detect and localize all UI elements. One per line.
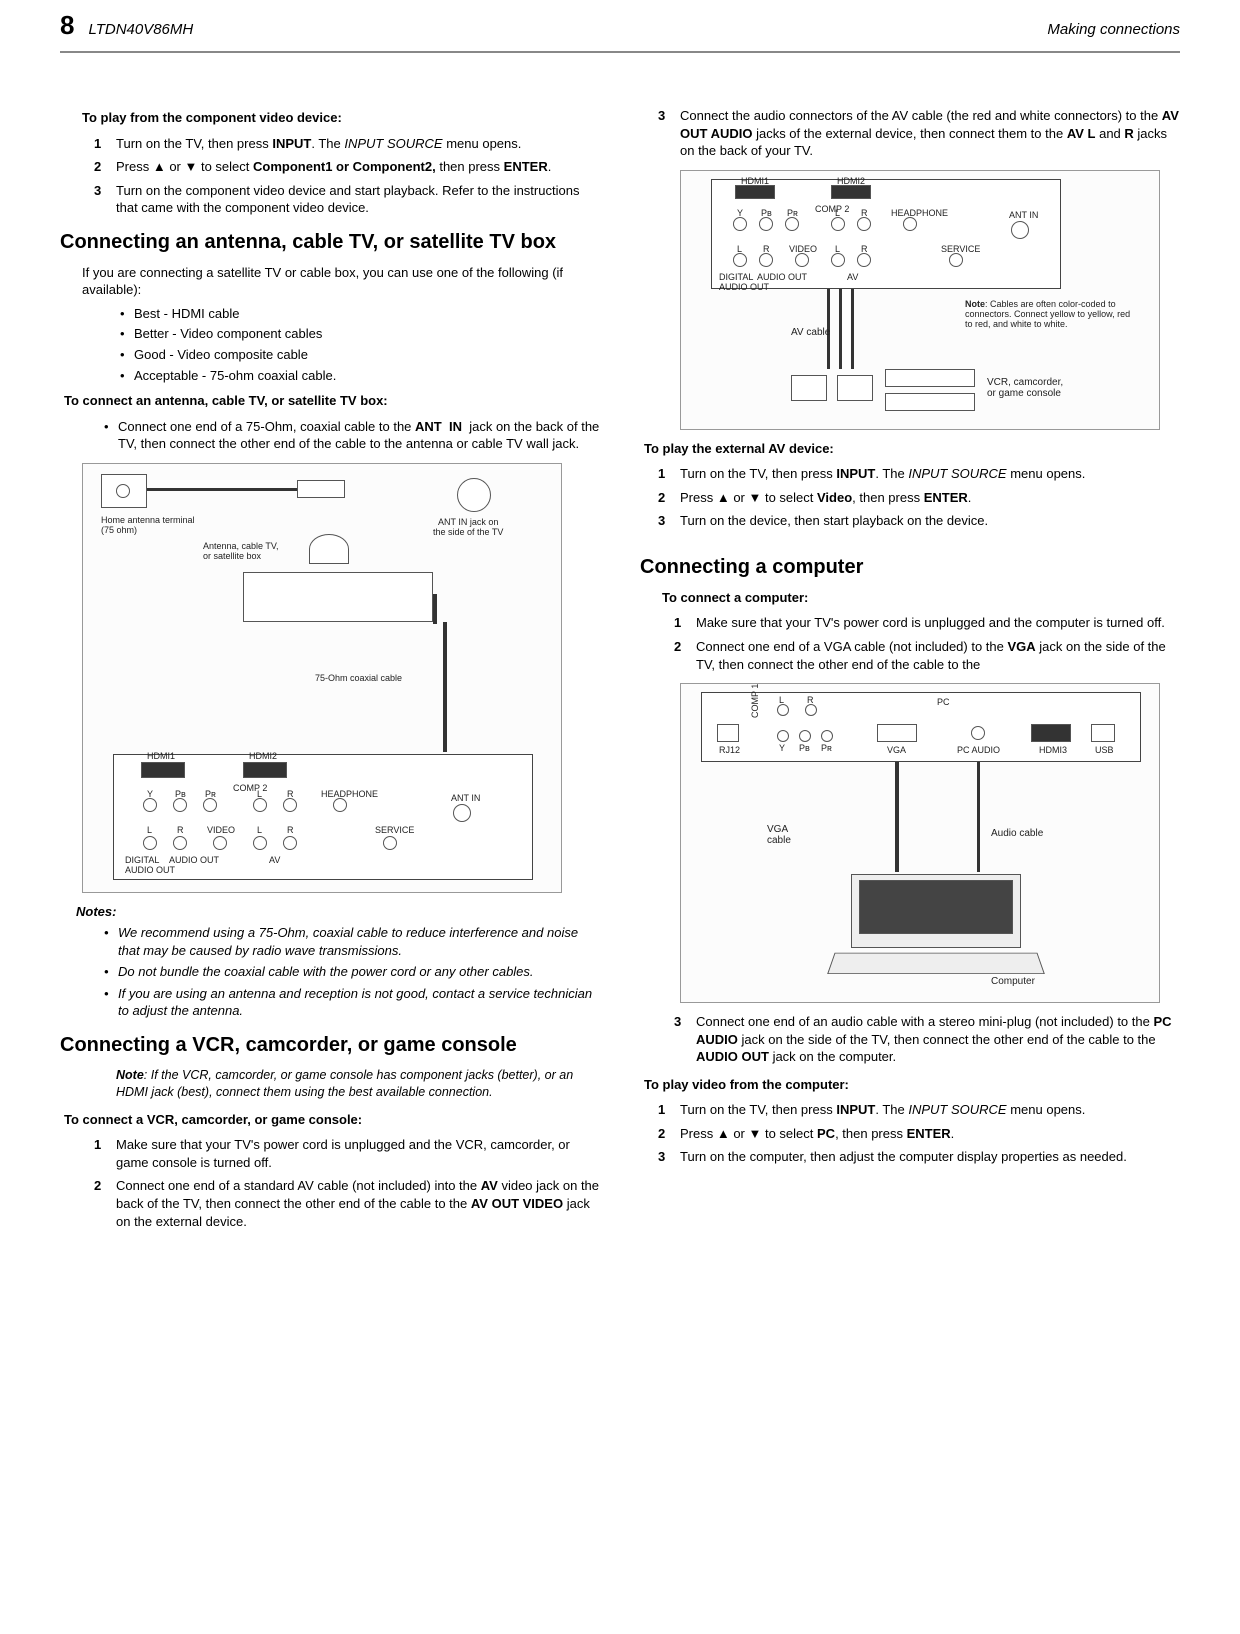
step-text: Make sure that your TV's power cord is u… [116, 1137, 570, 1170]
subheading-connect-antenna: To connect an antenna, cable TV, or sate… [64, 392, 600, 410]
header-rule [60, 51, 1180, 53]
step: 1Turn on the TV, then press INPUT. The I… [658, 465, 1180, 483]
step-text: Make sure that your TV's power cord is u… [696, 615, 1165, 630]
heading-vcr: Connecting a VCR, camcorder, or game con… [60, 1034, 600, 1057]
list-item: Good - Video composite cable [120, 346, 600, 364]
step-text: Turn on the computer, then adjust the co… [680, 1149, 1127, 1164]
page-number: 8 [60, 8, 74, 43]
chapter-title: Making connections [1047, 20, 1180, 40]
figure-pc-diagram: RJ12 COMP 1 L R Y Pʙ Pʀ PC VGA PC AUDIO … [680, 683, 1160, 1003]
step: 2Press ▲ or ▼ to select PC, then press E… [658, 1125, 1180, 1143]
step: 3Turn on the device, then start playback… [658, 512, 1180, 530]
subheading-connect-pc: To connect a computer: [662, 589, 1180, 607]
step: 1Make sure that your TV's power cord is … [674, 614, 1180, 632]
step-text: Turn on the TV, then press INPUT. The IN… [680, 1102, 1085, 1117]
note-item: We recommend using a 75-Ohm, coaxial cab… [104, 924, 600, 959]
figure-av-diagram: HDMI1 HDMI2 COMP 2 Y Pʙ Pʀ L R HEADPHONE… [680, 170, 1160, 430]
step: 3Turn on the computer, then adjust the c… [658, 1148, 1180, 1166]
vcr-note: Note: If the VCR, camcorder, or game con… [116, 1067, 600, 1101]
list-item: Acceptable - 75-ohm coaxial cable. [120, 367, 600, 385]
antenna-notes: We recommend using a 75-Ohm, coaxial cab… [104, 924, 600, 1020]
step: 1Make sure that your TV's power cord is … [94, 1136, 600, 1171]
note-item: Do not bundle the coaxial cable with the… [104, 963, 600, 981]
step-text: Turn on the TV, then press INPUT. The IN… [116, 136, 521, 151]
subheading-play-av: To play the external AV device: [644, 440, 1180, 458]
step: 3Turn on the component video device and … [94, 182, 600, 217]
right-column: 3Connect the audio connectors of the AV … [640, 103, 1180, 1240]
steps-play-av: 1Turn on the TV, then press INPUT. The I… [658, 465, 1180, 530]
step: 2Press ▲ or ▼ to select Video, then pres… [658, 489, 1180, 507]
step: 3Connect the audio connectors of the AV … [658, 107, 1180, 160]
heading-antenna: Connecting an antenna, cable TV, or sate… [60, 231, 600, 254]
antenna-connect-step: Connect one end of a 75-Ohm, coaxial cab… [104, 418, 600, 453]
heading-computer: Connecting a computer [640, 556, 1180, 579]
step: 1Turn on the TV, then press INPUT. The I… [658, 1101, 1180, 1119]
antenna-intro: If you are connecting a satellite TV or … [82, 264, 600, 299]
page-header: 8 LTDN40V86MH Making connections [60, 0, 1180, 49]
note-item: If you are using an antenna and receptio… [104, 985, 600, 1020]
step-text: Connect one end of a standard AV cable (… [116, 1178, 599, 1228]
step-text: Press ▲ or ▼ to select PC, then press EN… [680, 1126, 954, 1141]
step-text: Turn on the device, then start playback … [680, 513, 988, 528]
model-code: LTDN40V86MH [88, 20, 1047, 40]
steps-connect-vcr-cont: 3Connect the audio connectors of the AV … [658, 107, 1180, 160]
step-text: Turn on the component video device and s… [116, 183, 579, 216]
step-text: Turn on the TV, then press INPUT. The IN… [680, 466, 1085, 481]
notes-heading: Notes: [76, 903, 600, 921]
step-text: Connect one end of an audio cable with a… [696, 1014, 1172, 1064]
left-column: To play from the component video device:… [60, 103, 600, 1240]
steps-connect-pc-a: 1Make sure that your TV's power cord is … [674, 614, 1180, 673]
subheading-play-component: To play from the component video device: [82, 109, 600, 127]
subheading-connect-vcr: To connect a VCR, camcorder, or game con… [64, 1111, 600, 1129]
subheading-play-pc: To play video from the computer: [644, 1076, 1180, 1094]
step: 2Connect one end of a VGA cable (not inc… [674, 638, 1180, 673]
steps-play-pc: 1Turn on the TV, then press INPUT. The I… [658, 1101, 1180, 1166]
list-item: Better - Video component cables [120, 325, 600, 343]
step-text: Connect one end of a VGA cable (not incl… [696, 639, 1166, 672]
steps-connect-pc-b: 3Connect one end of an audio cable with … [674, 1013, 1180, 1066]
antenna-quality-list: Best - HDMI cable Better - Video compone… [120, 305, 600, 384]
steps-connect-vcr: 1Make sure that your TV's power cord is … [94, 1136, 600, 1230]
steps-play-component: 1Turn on the TV, then press INPUT. The I… [94, 135, 600, 217]
step-text: Connect one end of a 75-Ohm, coaxial cab… [104, 418, 600, 453]
step-text: Connect the audio connectors of the AV c… [680, 108, 1179, 158]
step: 2Press ▲ or ▼ to select Component1 or Co… [94, 158, 600, 176]
figure-antenna-diagram: Home antenna terminal (75 ohm) Antenna, … [82, 463, 562, 893]
step: 2Connect one end of a standard AV cable … [94, 1177, 600, 1230]
step-text: Press ▲ or ▼ to select Video, then press… [680, 490, 971, 505]
list-item: Best - HDMI cable [120, 305, 600, 323]
step: 1Turn on the TV, then press INPUT. The I… [94, 135, 600, 153]
step: 3Connect one end of an audio cable with … [674, 1013, 1180, 1066]
step-text: Press ▲ or ▼ to select Component1 or Com… [116, 159, 551, 174]
column-container: To play from the component video device:… [60, 103, 1180, 1240]
